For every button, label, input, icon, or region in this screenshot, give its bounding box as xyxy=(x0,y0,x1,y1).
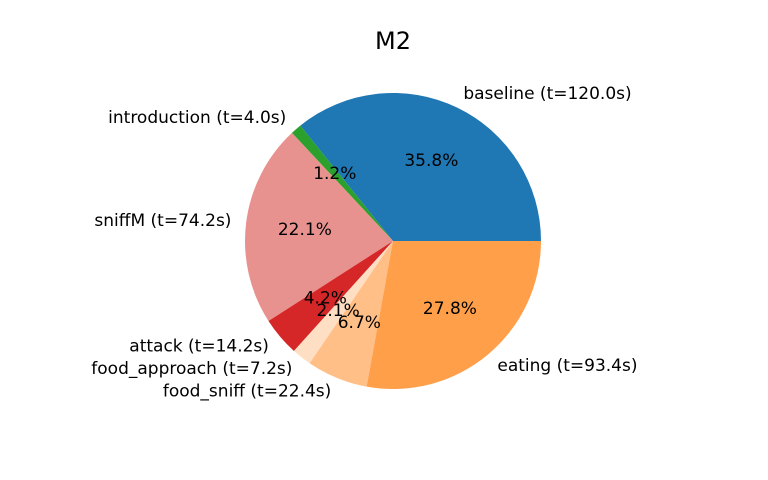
slice-pct-food-approach: 2.1% xyxy=(317,301,360,321)
slice-label-introduction: introduction (t=4.0s) xyxy=(108,108,286,128)
slice-pct-baseline: 35.8% xyxy=(404,151,458,171)
pie-slice-food-sniff xyxy=(309,241,393,387)
pie-labels: baseline (t=120.0s) 35.8% introduction (t=… xyxy=(91,84,637,401)
pie-slice-attack xyxy=(268,241,393,351)
slice-pct-sniffm: 22.1% xyxy=(278,220,332,240)
pie-slice-introduction xyxy=(291,125,393,241)
slice-label-food-approach: food_approach (t=7.2s) xyxy=(91,359,292,379)
slice-label-eating: eating (t=93.4s) xyxy=(497,356,637,376)
slice-label-baseline: baseline (t=120.0s) xyxy=(463,84,631,104)
slice-label-attack: attack (t=14.2s) xyxy=(129,336,269,356)
slice-pct-food-sniff: 6.7% xyxy=(338,313,381,333)
slice-label-sniffm: sniffM (t=74.2s) xyxy=(94,211,231,231)
pie-slice-food-approach xyxy=(293,241,393,364)
slice-pct-eating: 27.8% xyxy=(423,299,477,319)
pie-slice-baseline xyxy=(300,93,541,241)
pie-slices xyxy=(245,93,541,389)
slice-pct-introduction: 1.2% xyxy=(313,164,356,184)
chart-title: M2 xyxy=(375,27,411,55)
slice-pct-attack: 4.2% xyxy=(304,289,347,309)
pie-slice-eating xyxy=(366,241,541,389)
slice-label-food-sniff: food_sniff (t=22.4s) xyxy=(163,382,331,402)
pie-slice-sniffm xyxy=(245,132,393,322)
